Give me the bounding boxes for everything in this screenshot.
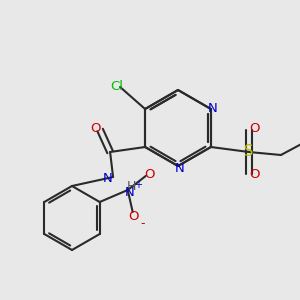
- Text: H: H: [126, 181, 136, 194]
- Text: O: O: [250, 169, 260, 182]
- Text: +: +: [134, 180, 142, 190]
- Text: N: N: [175, 161, 185, 175]
- Text: -: -: [140, 218, 145, 230]
- Text: S: S: [244, 145, 254, 160]
- Text: N: N: [208, 101, 218, 115]
- Text: O: O: [250, 122, 260, 136]
- Text: O: O: [90, 122, 100, 136]
- Text: Cl: Cl: [111, 80, 124, 92]
- Text: O: O: [145, 169, 155, 182]
- Text: N: N: [103, 172, 113, 184]
- Text: O: O: [128, 211, 139, 224]
- Text: N: N: [125, 185, 135, 199]
